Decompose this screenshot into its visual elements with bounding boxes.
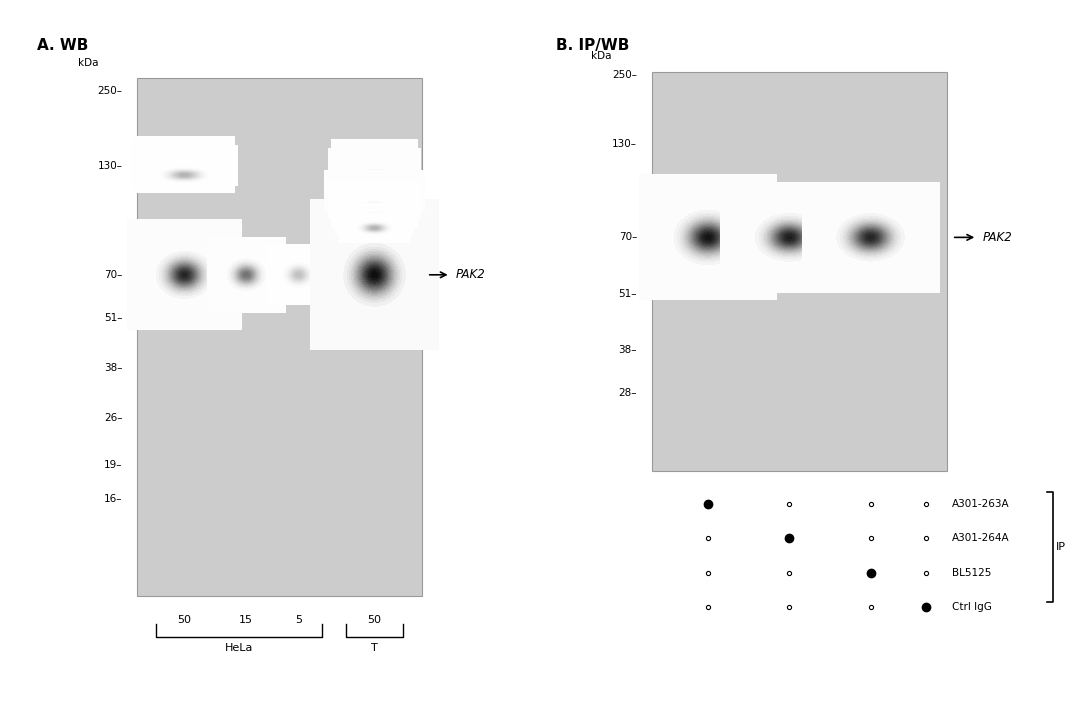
Text: PAK2: PAK2 — [456, 268, 485, 281]
Text: BL5125: BL5125 — [951, 568, 991, 578]
Text: A301-263A: A301-263A — [951, 499, 1010, 509]
Text: 70–: 70– — [619, 233, 637, 242]
Text: kDa: kDa — [79, 57, 99, 67]
Text: PAK2: PAK2 — [983, 231, 1012, 244]
Text: Ctrl IgG: Ctrl IgG — [951, 602, 991, 612]
Text: HeLa: HeLa — [225, 643, 254, 653]
Text: 250–: 250– — [97, 86, 123, 96]
Text: 5: 5 — [295, 615, 302, 625]
Text: 50: 50 — [177, 615, 191, 625]
Text: T: T — [372, 643, 378, 653]
Text: 26–: 26– — [104, 413, 123, 423]
Text: 38–: 38– — [619, 345, 637, 354]
Text: 50: 50 — [367, 615, 381, 625]
Text: 19–: 19– — [104, 460, 123, 470]
Text: B. IP/WB: B. IP/WB — [556, 38, 630, 52]
Text: 16–: 16– — [104, 494, 123, 504]
Text: 51–: 51– — [619, 289, 637, 298]
Text: 51–: 51– — [104, 313, 123, 323]
Bar — [652, 72, 947, 471]
Text: 250–: 250– — [612, 70, 637, 80]
Text: 28–: 28– — [619, 389, 637, 398]
Text: 70–: 70– — [105, 270, 123, 280]
Text: A301-264A: A301-264A — [951, 533, 1010, 543]
Text: 130–: 130– — [97, 161, 123, 171]
Text: 130–: 130– — [612, 139, 637, 149]
Text: 38–: 38– — [104, 364, 123, 374]
Text: kDa: kDa — [591, 52, 611, 62]
Text: A. WB: A. WB — [37, 38, 89, 52]
Text: 15: 15 — [240, 615, 253, 625]
Text: IP: IP — [1056, 542, 1066, 552]
Bar — [137, 78, 422, 596]
